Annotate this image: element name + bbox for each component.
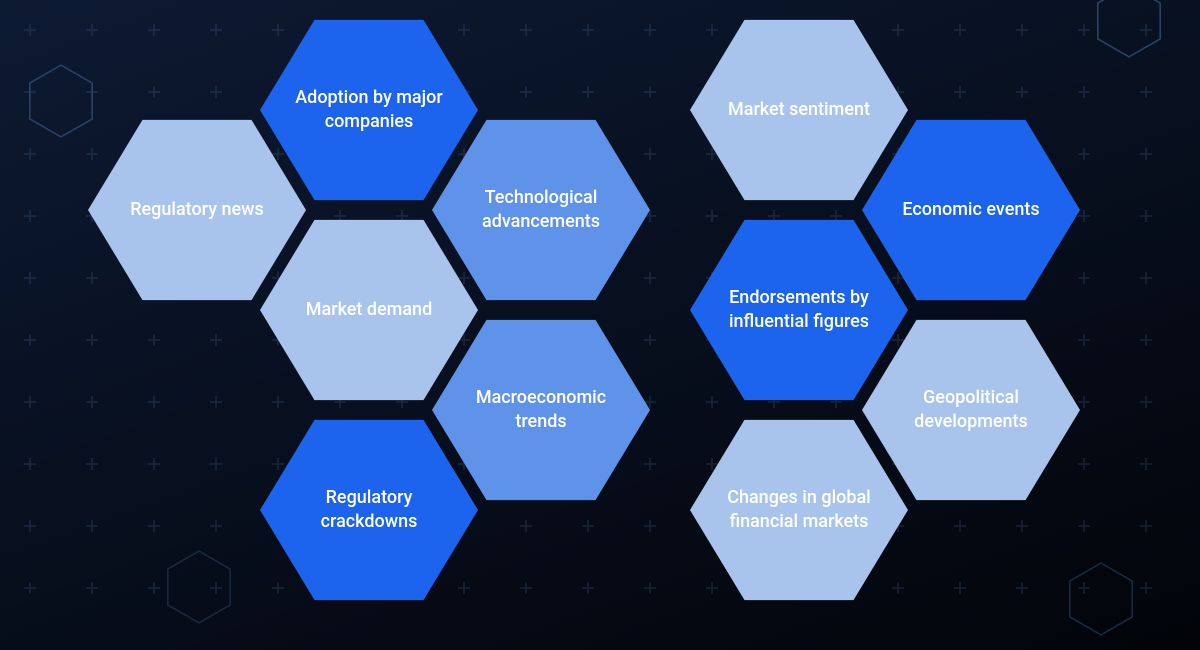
hex-market-sentiment: Market sentiment bbox=[690, 12, 908, 208]
hex-global-markets: Changes in global financial markets bbox=[690, 412, 908, 608]
hex-label: Endorsements by influential figures bbox=[718, 286, 880, 335]
hex-geopolitical: Geopolitical developments bbox=[862, 312, 1080, 508]
hex-label: Macroeconomic trends bbox=[460, 386, 622, 435]
hex-label: Market sentiment bbox=[728, 98, 870, 122]
decorative-hex-outline bbox=[22, 62, 100, 140]
hex-label: Adoption by major companies bbox=[288, 86, 450, 135]
decorative-hex-outline bbox=[1062, 560, 1140, 638]
decorative-hex-outline bbox=[160, 548, 238, 626]
hex-label: Market demand bbox=[306, 298, 432, 322]
hex-label: Technological advancements bbox=[460, 186, 622, 235]
hex-regulatory-crackdowns: Regulatory crackdowns bbox=[260, 412, 478, 608]
hex-tech-advancements: Technological advancements bbox=[432, 112, 650, 308]
hex-label: Regulatory crackdowns bbox=[288, 486, 450, 535]
decorative-hex-outline bbox=[1090, 0, 1168, 60]
infographic-canvas: Regulatory news Adoption by major compani… bbox=[0, 0, 1200, 650]
hex-label: Regulatory news bbox=[130, 198, 264, 222]
hex-endorsements: Endorsements by influential figures bbox=[690, 212, 908, 408]
hex-label: Changes in global financial markets bbox=[718, 486, 880, 535]
hex-macro-trends: Macroeconomic trends bbox=[432, 312, 650, 508]
hex-regulatory-news: Regulatory news bbox=[88, 112, 306, 308]
hex-label: Economic events bbox=[902, 198, 1039, 222]
hex-economic-events: Economic events bbox=[862, 112, 1080, 308]
hex-market-demand: Market demand bbox=[260, 212, 478, 408]
hex-adoption: Adoption by major companies bbox=[260, 12, 478, 208]
hex-label: Geopolitical developments bbox=[890, 386, 1052, 435]
